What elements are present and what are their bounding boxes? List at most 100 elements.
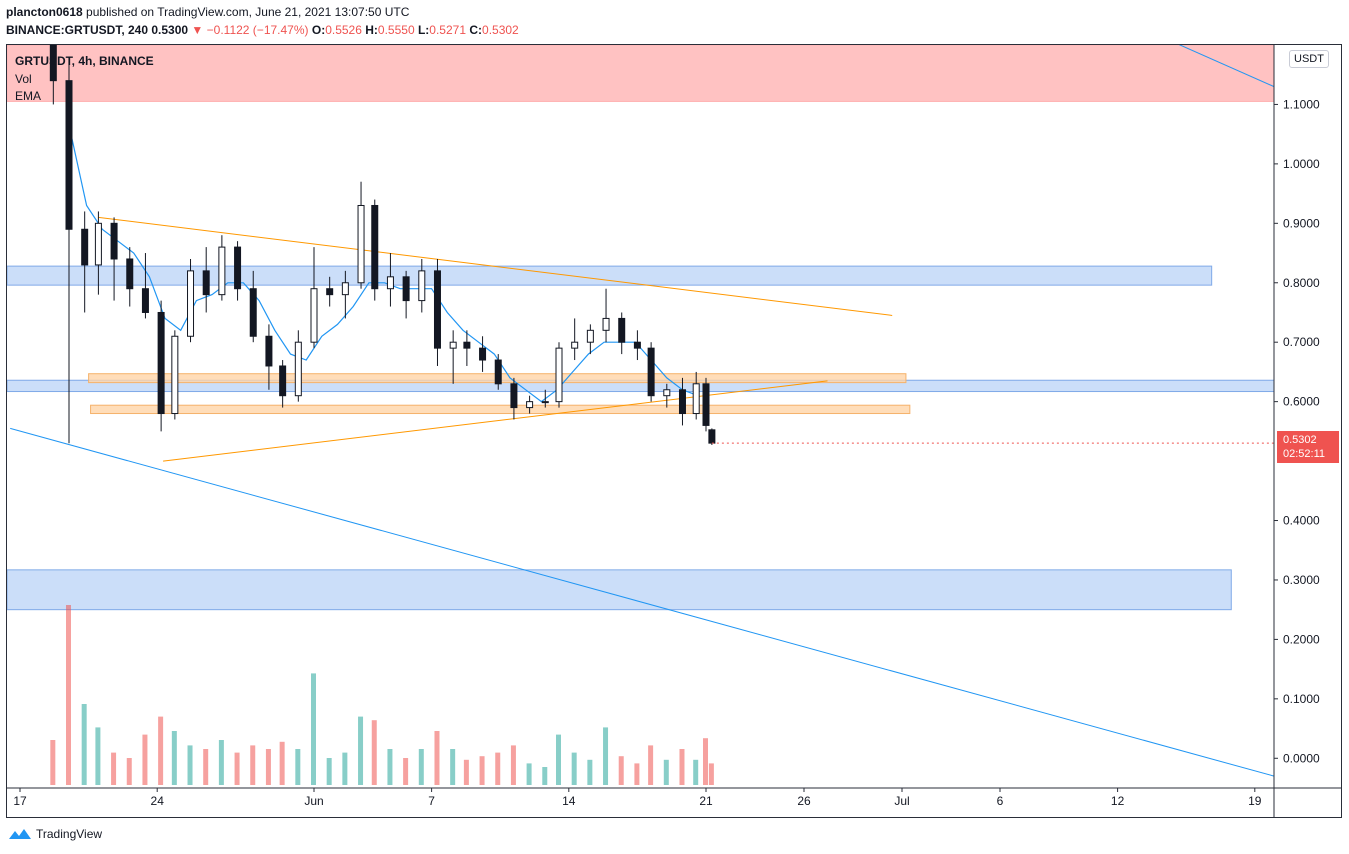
y-tick-label: 0.3000 — [1283, 573, 1320, 587]
legend-volume[interactable]: Vol — [15, 72, 32, 86]
y-tick-label: 0.1000 — [1283, 692, 1320, 706]
y-tick-label: 0.8000 — [1283, 276, 1320, 290]
volume-bar — [526, 763, 532, 785]
volume-bar — [171, 731, 177, 785]
volume-bar — [111, 752, 117, 785]
candle-body — [602, 317, 610, 331]
tradingview-logo-icon — [9, 829, 31, 839]
volume-bar — [126, 758, 132, 785]
candle-body — [294, 341, 302, 397]
volume-bar — [450, 749, 456, 785]
down-arrow-icon: ▼ — [191, 23, 204, 37]
candle-body — [494, 359, 502, 385]
volume-bar — [510, 745, 516, 785]
volume-bar — [571, 752, 577, 785]
candle-body — [279, 365, 287, 397]
volume-bar — [634, 763, 640, 785]
volume-bar — [542, 767, 548, 785]
volume-bar — [342, 752, 348, 785]
candle-body — [234, 246, 242, 290]
candle-body — [586, 329, 594, 343]
volume-bar — [479, 756, 485, 785]
y-tick-label: 1.0000 — [1283, 157, 1320, 171]
candle-body — [510, 383, 518, 409]
price-chart[interactable]: 1.1000 1.0000 0.9000 0.8000 0.7000 0.6000 0.40… — [7, 45, 1341, 817]
candle-body — [479, 347, 487, 361]
y-tick-label: 0.2000 — [1283, 632, 1320, 646]
candle-body — [618, 317, 626, 343]
candle-body — [702, 383, 710, 426]
low-value: 0.5271 — [429, 23, 466, 37]
x-tick-label: 12 — [1111, 794, 1125, 808]
symbol-info: BINANCE:GRTUSDT, 240 0.5300 ▼ −0.1122 (−… — [6, 23, 519, 37]
volume-bar — [434, 731, 440, 785]
zone-orange-4 — [90, 404, 911, 415]
candle-body — [202, 270, 210, 296]
candle-body — [647, 347, 655, 397]
volume-bar — [81, 704, 87, 785]
chart-frame[interactable]: 1.1000 1.0000 0.9000 0.8000 0.7000 0.6000 0.40… — [6, 44, 1342, 818]
trendline-blue — [10, 427, 1275, 777]
candle-body — [310, 288, 318, 343]
candle-body — [126, 258, 134, 290]
candle-body — [526, 401, 534, 409]
candle-body — [571, 341, 579, 349]
candle-body — [171, 335, 179, 415]
author-name[interactable]: plancton0618 — [6, 5, 83, 19]
candle-body — [371, 204, 379, 290]
candle-body — [386, 276, 394, 290]
currency-badge[interactable]: USDT — [1289, 50, 1329, 68]
legend-ema[interactable]: EMA — [15, 89, 42, 103]
volume-bar — [358, 716, 364, 785]
candle-body — [449, 341, 457, 349]
volume-bar — [495, 752, 501, 785]
y-tick-label: 0.6000 — [1283, 395, 1320, 409]
volume-bar — [187, 745, 193, 785]
volume-bar — [326, 758, 332, 785]
volume-bar — [703, 738, 708, 785]
volume-bar — [403, 758, 409, 785]
y-tick-label: 0.9000 — [1283, 216, 1320, 230]
x-tick-label: 24 — [151, 794, 165, 808]
candle-body — [81, 228, 89, 266]
volume-bar — [142, 734, 148, 785]
candle-body — [187, 270, 195, 337]
x-tick-label: 17 — [13, 794, 27, 808]
footer-brand[interactable]: TradingView — [8, 827, 102, 841]
candle-body — [692, 383, 700, 415]
open-value: 0.5526 — [325, 23, 362, 37]
trendline-orange — [163, 380, 828, 462]
legend-symbol[interactable]: GRTUSDT, 4h, BINANCE — [15, 54, 154, 68]
x-tick-label: 7 — [428, 794, 435, 808]
volume-bar — [587, 759, 593, 785]
volume-bar — [203, 749, 209, 785]
volume-bar — [265, 749, 271, 785]
zone-blue-5 — [7, 569, 1232, 611]
candle-body — [402, 276, 410, 302]
high-value: 0.5550 — [377, 23, 415, 37]
volume-bar — [311, 673, 316, 785]
badge-countdown: 02:52:11 — [1283, 448, 1326, 460]
ema-line — [70, 134, 699, 403]
x-tick-label: Jun — [304, 794, 323, 808]
volume-bar — [648, 745, 654, 785]
zone-red-0 — [7, 45, 1275, 102]
candle-body — [555, 347, 563, 403]
symbol-full: BINANCE:GRTUSDT, 240 — [6, 23, 149, 37]
volume-bar — [50, 740, 56, 785]
last-price: 0.5300 — [151, 23, 189, 37]
volume-bar — [418, 749, 424, 785]
volume-bar — [387, 749, 393, 785]
publish-info: plancton0618 published on TradingView.co… — [6, 5, 409, 19]
volume-bar — [663, 759, 669, 785]
volume-bar — [279, 741, 285, 785]
volume-bar — [250, 745, 256, 785]
candle-body — [141, 288, 149, 313]
y-tick-label: 0.7000 — [1283, 335, 1320, 349]
close-label: C: — [469, 23, 483, 37]
low-label: L: — [417, 23, 430, 37]
candle-body — [65, 80, 73, 230]
candle-body — [94, 222, 102, 266]
x-tick-label: 26 — [797, 794, 811, 808]
candle-body — [249, 288, 257, 337]
